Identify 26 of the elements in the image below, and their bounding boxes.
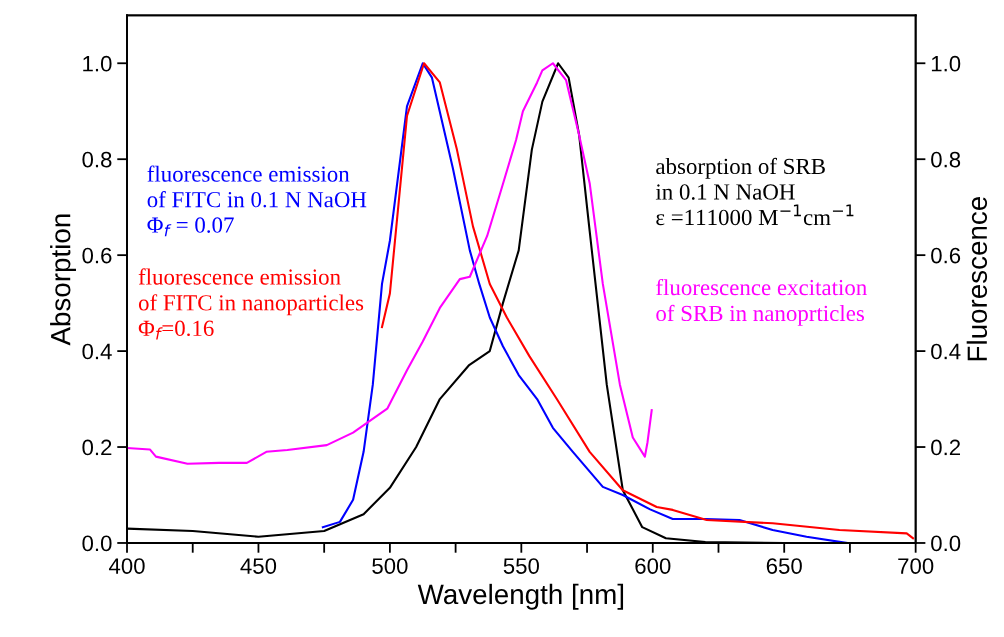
x-tick-label: 600: [635, 558, 671, 574]
y2-tick-label: 0.4: [931, 343, 961, 360]
x-tick-label: 450: [240, 558, 277, 574]
y-tick-label: 0.2: [82, 439, 112, 456]
y2-tick-label: 0.6: [931, 247, 961, 264]
y-tick-label: 1.0: [83, 55, 112, 72]
series-label: fluorescence excitation of SRB in nanoprticles: [656, 278, 867, 326]
y-tick-label: 0.8: [82, 151, 112, 168]
y2-tick-label: 0.8: [931, 151, 961, 168]
series-label: fluorescence emission of FITC in nanoparticles Φ$_{f}$=0.16: [138, 268, 364, 340]
y-tick-label: 0.0: [82, 535, 112, 552]
y2-axis-title: Fluorescence: [966, 196, 988, 361]
y2-tick-label: 0.0: [931, 535, 961, 552]
x-tick-label: 500: [372, 558, 408, 574]
y-tick-label: 0.4: [82, 343, 112, 360]
x-axis-title: Wavelength [nm]: [417, 583, 624, 610]
x-tick-label: 650: [766, 558, 802, 574]
x-tick-label: 550: [503, 558, 539, 574]
x-tick-label: 700: [898, 558, 934, 574]
text: absorption of SRB in 0.1 N NaOH ε =111000 M$^{−1}$cm$^{−1}$: [655, 157, 854, 226]
y2-tick-label: 1.0: [931, 55, 961, 72]
series-label: fluorescence emission of FITC in 0.1 N NaOH Φ$_{f}$ = 0.07: [147, 165, 367, 237]
x-tick-label: 400: [108, 558, 145, 574]
y2-tick-label: 0.2: [931, 439, 961, 456]
y-axis-title: Absorption: [50, 214, 76, 346]
y-tick-label: 0.6: [82, 247, 112, 264]
